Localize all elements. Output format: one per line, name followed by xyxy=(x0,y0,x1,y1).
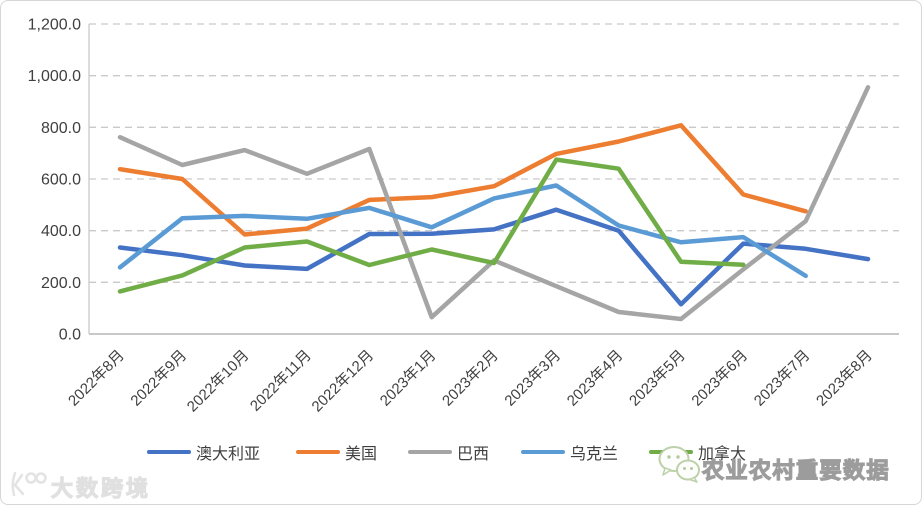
legend-item-usa: 美国 xyxy=(296,441,377,463)
y-axis-tick-label: 200.0 xyxy=(41,275,81,292)
x-axis-tick-label: 2022年11月 xyxy=(247,347,315,415)
wechat-icon xyxy=(658,446,700,483)
watermark-left-text: 大数跨境 xyxy=(50,476,152,502)
x-axis-tick-label: 2022年10月 xyxy=(184,347,253,416)
legend-label-australia: 澳大利亚 xyxy=(196,446,261,463)
legend-item-brazil: 巴西 xyxy=(408,441,489,463)
series-line-usa xyxy=(117,123,808,237)
x-axis-tick-label: 2023年7月 xyxy=(751,347,814,410)
y-axis-tick-label: 600.0 xyxy=(41,172,81,189)
x-axis-tick-label: 2023年6月 xyxy=(688,347,751,410)
x-axis-tick-label: 2023年5月 xyxy=(626,347,689,410)
x-axis-tick-label: 2023年2月 xyxy=(439,347,502,410)
watermark-right-text: 农业农村重要数据 xyxy=(701,457,891,483)
y-axis-tick-label: 0.0 xyxy=(59,327,81,344)
x-axis-tick-label: 2023年4月 xyxy=(564,347,627,410)
x-axis-tick-label: 2022年9月 xyxy=(127,347,190,410)
y-axis-tick-label: 400.0 xyxy=(41,223,81,240)
k100-logo-icon xyxy=(11,471,47,497)
y-axis-tick-label: 1,000.0 xyxy=(28,68,81,85)
x-axis-tick-label: 2023年8月 xyxy=(813,347,876,410)
series-line-brazil xyxy=(117,85,871,322)
x-axis-tick-label: 2022年8月 xyxy=(65,347,128,410)
legend-item-australia: 澳大利亚 xyxy=(147,441,260,463)
x-axis-tick-label: 2022年12月 xyxy=(309,347,378,416)
watermark-left: 大数跨境 xyxy=(7,467,207,502)
legend-label-canada: 加拿大 xyxy=(698,446,747,463)
x-axis-tick-label: 2023年1月 xyxy=(377,347,440,410)
series-line-canada xyxy=(117,157,746,294)
y-axis-tick-label: 1,200.0 xyxy=(28,17,81,34)
y-axis-tick-label: 800.0 xyxy=(41,120,81,137)
legend-swatch-australia xyxy=(147,449,191,455)
legend-label-usa: 美国 xyxy=(345,446,378,463)
legend-label-ukraine: 乌克兰 xyxy=(570,446,619,463)
legend-swatch-usa xyxy=(296,449,340,455)
legend-label-brazil: 巴西 xyxy=(457,446,490,463)
legend-item-ukraine: 乌克兰 xyxy=(521,441,618,463)
series-line-australia xyxy=(117,207,871,307)
legend-swatch-brazil xyxy=(408,449,452,455)
watermark-right: 农业农村重要数据 xyxy=(656,439,921,491)
x-axis-tick-label: 2023年3月 xyxy=(501,347,564,410)
series-line-ukraine xyxy=(117,183,808,279)
legend-swatch-ukraine xyxy=(521,449,565,455)
